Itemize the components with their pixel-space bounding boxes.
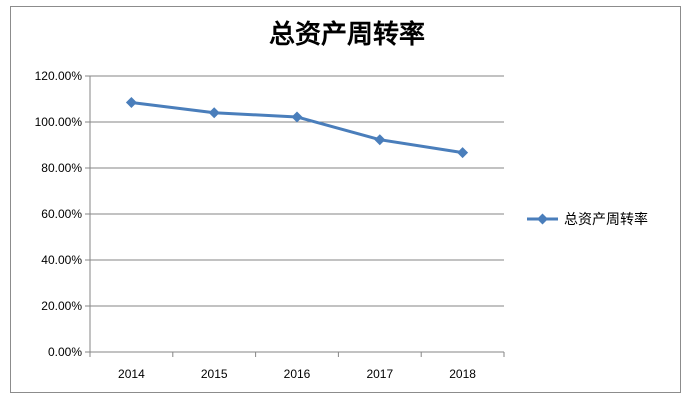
y-tick-label: 60.00% bbox=[41, 207, 82, 221]
data-point bbox=[208, 107, 220, 119]
series-layer bbox=[125, 96, 469, 159]
y-tick-labels: 0.00% 20.00% 40.00% 60.00% 80.00% 100.00% 120.… bbox=[35, 69, 83, 359]
x-tick-label: 2016 bbox=[284, 367, 311, 381]
legend-marker bbox=[537, 213, 548, 225]
x-tick-label: 2014 bbox=[118, 367, 145, 381]
y-tick-label: 120.00% bbox=[35, 69, 83, 83]
x-tick-label: 2015 bbox=[201, 367, 228, 381]
y-tick-label: 80.00% bbox=[41, 161, 82, 175]
x-tick-labels: 2014 2015 2016 2017 2018 bbox=[118, 367, 476, 381]
legend: 总资产周转率 bbox=[527, 211, 648, 228]
data-point bbox=[457, 147, 469, 159]
chart-title: 总资产周转率 bbox=[268, 20, 425, 50]
x-tick-label: 2017 bbox=[366, 367, 393, 381]
series-line bbox=[131, 100, 463, 155]
data-point bbox=[125, 96, 137, 108]
data-point bbox=[374, 134, 386, 146]
legend-label: 总资产周转率 bbox=[564, 211, 648, 228]
data-point bbox=[291, 111, 303, 123]
gridlines bbox=[90, 75, 504, 307]
y-tick-label: 0.00% bbox=[48, 345, 82, 359]
x-tick-label: 2018 bbox=[449, 367, 476, 381]
y-tick-label: 20.00% bbox=[41, 299, 82, 313]
axes bbox=[85, 75, 505, 357]
y-tick-label: 100.00% bbox=[35, 115, 83, 129]
y-tick-label: 40.00% bbox=[41, 253, 82, 267]
chart-frame bbox=[10, 6, 681, 393]
